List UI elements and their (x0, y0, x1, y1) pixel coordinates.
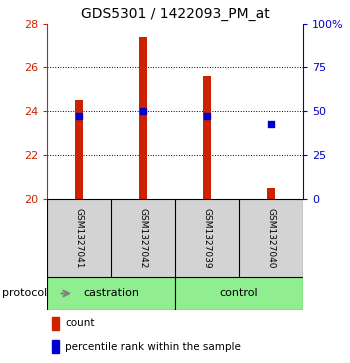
Text: GSM1327042: GSM1327042 (139, 208, 148, 268)
Text: control: control (219, 289, 258, 298)
Point (76, 113, 82, 119)
Bar (203, 76, 211, 199)
FancyBboxPatch shape (47, 277, 175, 310)
Text: protocol: protocol (2, 289, 47, 298)
Point (204, 113, 210, 119)
Bar (267, 188, 275, 199)
Text: count: count (65, 318, 94, 329)
Point (268, 121, 274, 126)
Bar (139, 37, 147, 199)
FancyBboxPatch shape (47, 199, 303, 277)
Text: GSM1327041: GSM1327041 (75, 208, 84, 268)
Bar (52, 317, 59, 330)
Bar (52, 340, 59, 354)
Text: GSM1327039: GSM1327039 (202, 208, 211, 268)
Text: percentile rank within the sample: percentile rank within the sample (65, 342, 241, 351)
Title: GDS5301 / 1422093_PM_at: GDS5301 / 1422093_PM_at (80, 7, 270, 21)
Bar (75, 100, 83, 199)
FancyBboxPatch shape (175, 277, 303, 310)
Point (140, 108, 146, 114)
Text: castration: castration (83, 289, 139, 298)
Text: GSM1327040: GSM1327040 (266, 208, 275, 268)
